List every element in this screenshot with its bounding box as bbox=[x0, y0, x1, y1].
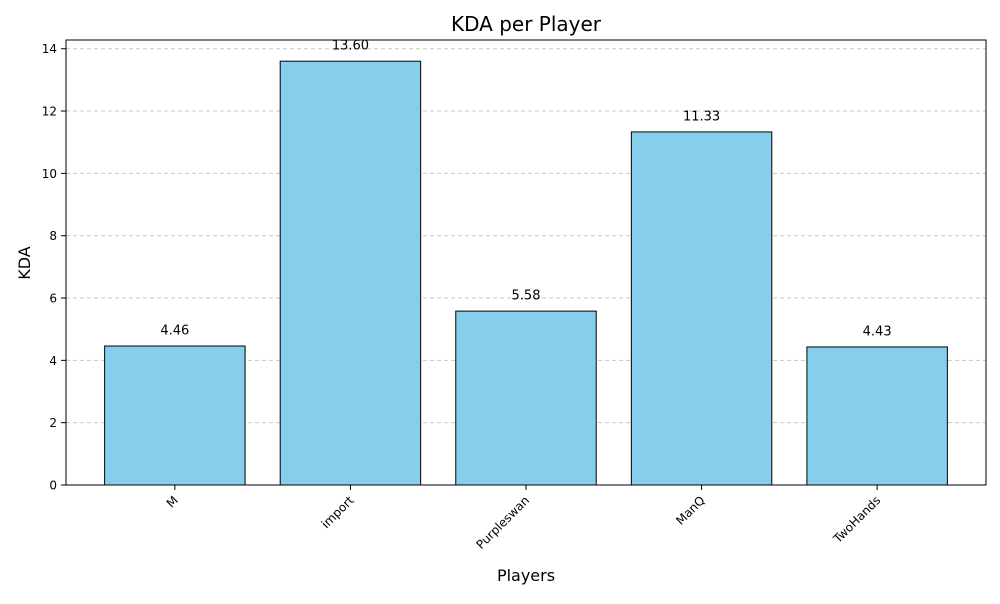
x-tick-label: TwoHands bbox=[830, 493, 883, 546]
y-tick-label: 2 bbox=[49, 416, 57, 430]
y-tick-label: 12 bbox=[42, 105, 57, 119]
y-tick-label: 4 bbox=[49, 354, 57, 368]
x-tick-label: import bbox=[319, 493, 357, 531]
y-tick-label: 14 bbox=[42, 42, 57, 56]
bar bbox=[279, 60, 422, 486]
bar-value-label: 4.43 bbox=[863, 324, 892, 339]
bar-value-label: 4.46 bbox=[160, 323, 189, 338]
y-tick-label: 6 bbox=[49, 292, 57, 306]
y-ticks: 0 2 4 6 8 10 12 14 bbox=[42, 42, 66, 493]
bar-value-label: 13.60 bbox=[332, 39, 369, 54]
bars bbox=[104, 60, 948, 486]
x-axis-label: Players bbox=[497, 566, 555, 585]
bar bbox=[630, 131, 773, 486]
bar-value-label: 11.33 bbox=[683, 109, 720, 124]
x-tick-label: M bbox=[164, 493, 181, 510]
x-tick-label: Purpleswan bbox=[473, 493, 532, 552]
bar-value-labels: 4.46 13.60 5.58 11.33 4.43 bbox=[160, 39, 891, 340]
y-tick-label: 8 bbox=[49, 229, 57, 243]
y-axis-label: KDA bbox=[15, 246, 34, 280]
bar bbox=[104, 345, 246, 486]
chart-title: KDA per Player bbox=[451, 12, 602, 36]
y-tick-label: 10 bbox=[42, 167, 57, 181]
x-tick-label: ManQ bbox=[673, 493, 707, 527]
bar bbox=[806, 346, 948, 486]
y-tick-label: 0 bbox=[49, 479, 57, 493]
bar bbox=[455, 310, 597, 486]
bar-value-label: 5.58 bbox=[512, 289, 541, 304]
